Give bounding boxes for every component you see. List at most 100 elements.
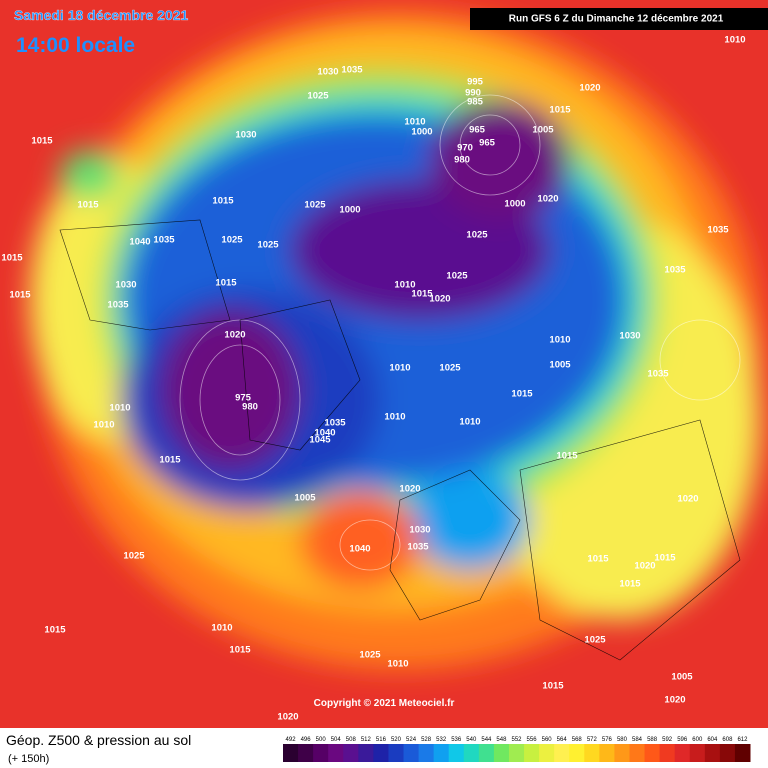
scale-swatch [298, 744, 314, 762]
isobar-label: 1000 [504, 199, 525, 210]
isobar-label: 1015 [619, 579, 641, 590]
scale-label: 568 [572, 737, 583, 743]
scale-label: 584 [632, 737, 643, 743]
scale-swatch [493, 744, 510, 762]
isobar-label: 1025 [466, 230, 488, 241]
isobar-label: 1020 [429, 294, 450, 305]
scale-label: 528 [421, 737, 432, 743]
scale-label: 552 [511, 737, 522, 743]
scale-swatch [403, 744, 420, 762]
scale-swatch [734, 744, 751, 762]
isobar-label: 965 [479, 138, 496, 149]
scale-label: 596 [677, 737, 688, 743]
scale-swatch [313, 744, 329, 762]
scale-swatch [328, 744, 344, 762]
scale-label: 544 [481, 737, 492, 743]
isobar-label: 1020 [664, 695, 685, 706]
scale-label: 580 [617, 737, 628, 743]
scale-label: 588 [647, 737, 658, 743]
isobar-label: 1040 [129, 237, 150, 248]
isobar-label: 1020 [399, 484, 420, 495]
isobar-label: 1015 [511, 389, 533, 400]
isobar-label: 985 [467, 97, 484, 108]
isobar-label: 1015 [549, 105, 571, 116]
isobar-label: 1015 [411, 289, 433, 300]
scale-label: 492 [286, 737, 297, 743]
isobar-label: 1015 [212, 196, 234, 207]
isobar-label: 980 [242, 402, 258, 413]
isobar-label: 1015 [542, 681, 564, 692]
isobar-label: 1005 [532, 125, 554, 136]
scale-label: 516 [376, 737, 387, 743]
scale-swatch [463, 744, 480, 762]
isobar-label: 980 [454, 155, 470, 166]
scale-swatch [674, 744, 691, 762]
scale-swatch [358, 744, 374, 762]
isobar-label: 1015 [1, 253, 23, 264]
isobar-label: 1015 [159, 455, 181, 466]
scale-label: 604 [707, 737, 718, 743]
isobar-label: 1005 [671, 672, 693, 683]
isobar-label: 1030 [317, 67, 338, 78]
run-box [470, 8, 768, 30]
scale-swatch [614, 744, 630, 762]
isobar-label: 1035 [647, 369, 669, 380]
isobar-label: 1025 [221, 235, 243, 246]
scale-label: 612 [737, 737, 748, 743]
footer-subtitle: (+ 150h) [8, 753, 49, 765]
scale-swatch [689, 744, 706, 762]
isobar-label: 1040 [314, 428, 335, 439]
isobar-label: 1020 [634, 561, 655, 572]
isobar-label: 1025 [257, 240, 279, 251]
isobar-label: 1020 [677, 494, 698, 505]
isobar-label: 1015 [77, 200, 99, 211]
scale-label: 592 [662, 737, 673, 743]
isobar-label: 1010 [109, 403, 130, 414]
isobar-label: 1020 [277, 712, 298, 723]
isobar-label: 1010 [459, 417, 480, 428]
scale-label: 556 [527, 737, 538, 743]
isobar-label: 1035 [107, 300, 129, 311]
scale-label: 536 [451, 737, 462, 743]
scale-label: 500 [316, 737, 327, 743]
isobar-label: 1025 [307, 91, 329, 102]
scale-label: 560 [542, 737, 553, 743]
isobar-label: 1010 [549, 335, 570, 346]
isobar-label: 1025 [584, 635, 606, 646]
field [0, 0, 768, 728]
isobar-label: 1020 [537, 194, 558, 205]
scale-swatch [433, 744, 450, 762]
isobar-label: 1035 [341, 65, 363, 76]
isobar-label: 1030 [409, 525, 430, 536]
isobar-label: 1010 [389, 363, 410, 374]
isobar-label: 1015 [31, 136, 53, 147]
scale-label: 520 [391, 737, 402, 743]
valid-date: Samedi 18 décembre 2021 [14, 7, 189, 23]
isobar-label: 1010 [211, 623, 232, 634]
scale-label: 576 [602, 737, 613, 743]
scale-label: 564 [557, 737, 568, 743]
scale-swatch [418, 744, 435, 762]
isobar-label: 1010 [394, 280, 415, 291]
isobar-label: 1005 [549, 360, 571, 371]
isobar-label: 1035 [664, 265, 686, 276]
scale-swatch [539, 744, 555, 762]
isobar-label: 1030 [235, 130, 256, 141]
isobar-label: 1015 [9, 290, 31, 301]
copyright: Copyright © 2021 Meteociel.fr [314, 698, 455, 709]
scale-label: 496 [301, 737, 312, 743]
isobar-label: 965 [469, 125, 486, 136]
isobar-label: 1035 [153, 235, 175, 246]
isobar-label: 970 [457, 143, 473, 154]
local-time: 14:00 locale [16, 34, 135, 57]
isobar-label: 1030 [115, 280, 136, 291]
scale-swatch [478, 744, 495, 762]
scale-swatch [719, 744, 736, 762]
scale-swatch [554, 744, 570, 762]
scale-swatch [343, 744, 359, 762]
isobar-label: 1010 [724, 35, 745, 46]
scale-label: 572 [587, 737, 598, 743]
